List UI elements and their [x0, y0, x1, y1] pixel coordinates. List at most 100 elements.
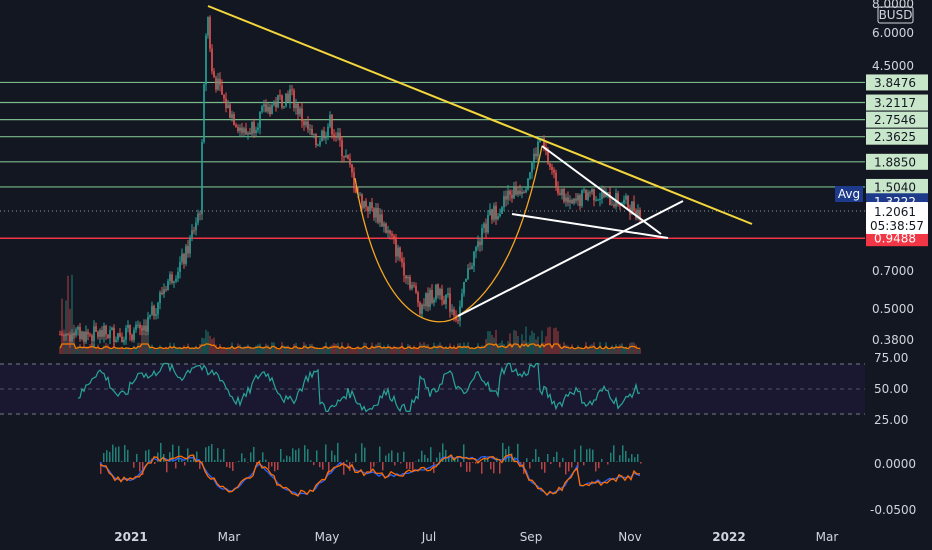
candle-body: [373, 208, 375, 218]
volume-bar: [193, 349, 195, 354]
volume-bar: [617, 346, 619, 354]
candle-body: [483, 223, 485, 229]
macd-hist-bar: [304, 445, 306, 462]
volume-bar: [485, 338, 487, 354]
volume-bar: [589, 345, 591, 354]
macd-hist-bar: [214, 459, 216, 462]
candle-body: [361, 194, 363, 208]
candle-body: [441, 288, 443, 300]
candle-body: [487, 214, 489, 233]
candle-body: [239, 127, 241, 132]
candle-body: [349, 158, 351, 165]
volume-bar: [153, 347, 155, 354]
candle-body: [93, 326, 95, 342]
volume-bar: [451, 348, 453, 354]
triangle-lower-line[interactable]: [511, 213, 669, 239]
volume-bar: [63, 329, 65, 354]
currency-label: BUSD: [879, 8, 913, 22]
candle-body: [219, 78, 221, 86]
candle-body: [399, 247, 401, 259]
triangle-pattern[interactable]: [457, 145, 684, 317]
volume-bar: [141, 325, 143, 354]
candle-body: [563, 188, 565, 202]
candle-body: [421, 304, 423, 314]
time-label: 2022: [712, 530, 745, 544]
volume-bar: [559, 343, 561, 354]
rising-support-line[interactable]: [457, 200, 684, 317]
macd-hist-bar: [298, 448, 300, 462]
macd-hist-bar: [223, 448, 225, 462]
macd-hist-bar: [232, 462, 234, 471]
candle-body: [321, 130, 323, 142]
volume-bar: [241, 347, 243, 354]
candle-body: [479, 241, 481, 246]
macd-hist-bar: [544, 462, 546, 473]
volume-bar: [89, 344, 91, 354]
volume-bar: [165, 346, 167, 354]
candle-body: [87, 331, 89, 335]
volume-bar: [211, 338, 213, 354]
volume-bar: [289, 347, 291, 354]
candle-body: [595, 199, 597, 201]
macd-hist-bar: [583, 462, 585, 466]
last-price-badge: [866, 202, 928, 234]
candle-body: [225, 98, 227, 109]
macd-pane[interactable]: [99, 442, 642, 497]
candle-body: [205, 35, 207, 85]
candle-body: [543, 138, 545, 148]
level-badge-box: [866, 153, 928, 170]
candle-body: [359, 194, 361, 196]
volume-bar: [159, 345, 161, 354]
volume-bar: [457, 343, 459, 354]
candle-body: [581, 190, 583, 206]
volume-bar: [161, 347, 163, 354]
volume-bar: [207, 331, 209, 354]
volume-bar: [579, 347, 581, 354]
candle-body: [529, 172, 531, 179]
volume-bar: [333, 343, 335, 354]
candle-body: [509, 190, 511, 195]
macd-hist-bar: [463, 444, 465, 462]
volume-bar: [147, 325, 149, 354]
volume-bar: [73, 324, 75, 354]
candle-body: [215, 77, 217, 90]
last-price-label: 1.2061: [874, 205, 916, 219]
macd-hist-bar: [622, 445, 624, 462]
macd-hist-bar: [553, 456, 555, 462]
volume-bar: [623, 347, 625, 354]
time-label: Mar: [218, 530, 241, 544]
volume-bar: [369, 349, 371, 354]
candle-body: [305, 121, 307, 126]
candle-body: [253, 121, 255, 134]
time-axis[interactable]: 2021 Mar May Jul Sep Nov 2022 Mar: [114, 530, 838, 544]
candle-body: [105, 325, 107, 335]
candle-body: [459, 306, 461, 321]
volume-bar: [101, 349, 103, 354]
price-axis[interactable]: BUSD 8.0000 6.0000 4.5000 0.7000 0.5000 …: [835, 0, 932, 550]
candle-body: [493, 205, 495, 220]
triangle-upper-line[interactable]: [541, 145, 662, 235]
volume-bar: [199, 343, 201, 354]
candle-body: [613, 204, 615, 207]
volume-bar: [585, 342, 587, 354]
candle-body: [519, 190, 521, 195]
macd-hist-bar: [490, 462, 492, 470]
volume-bar: [267, 344, 269, 354]
macd-hist-bar: [406, 462, 408, 469]
macd-hist-bar: [172, 444, 174, 462]
volume-bar: [389, 345, 391, 354]
macd-hist-bar: [418, 459, 420, 462]
candle-body: [269, 106, 271, 115]
candle-body: [505, 196, 507, 200]
rsi-pane[interactable]: [0, 362, 865, 415]
candle-body: [299, 108, 301, 115]
volume-bar: [151, 344, 153, 354]
volume-bar: [261, 346, 263, 354]
macd-hist-bar: [466, 462, 468, 472]
price-pane[interactable]: [0, 5, 865, 354]
volume-bar: [217, 349, 219, 354]
descending-trendline[interactable]: [207, 5, 753, 225]
candle-body: [327, 126, 329, 136]
macd-hist-bar: [100, 462, 102, 474]
